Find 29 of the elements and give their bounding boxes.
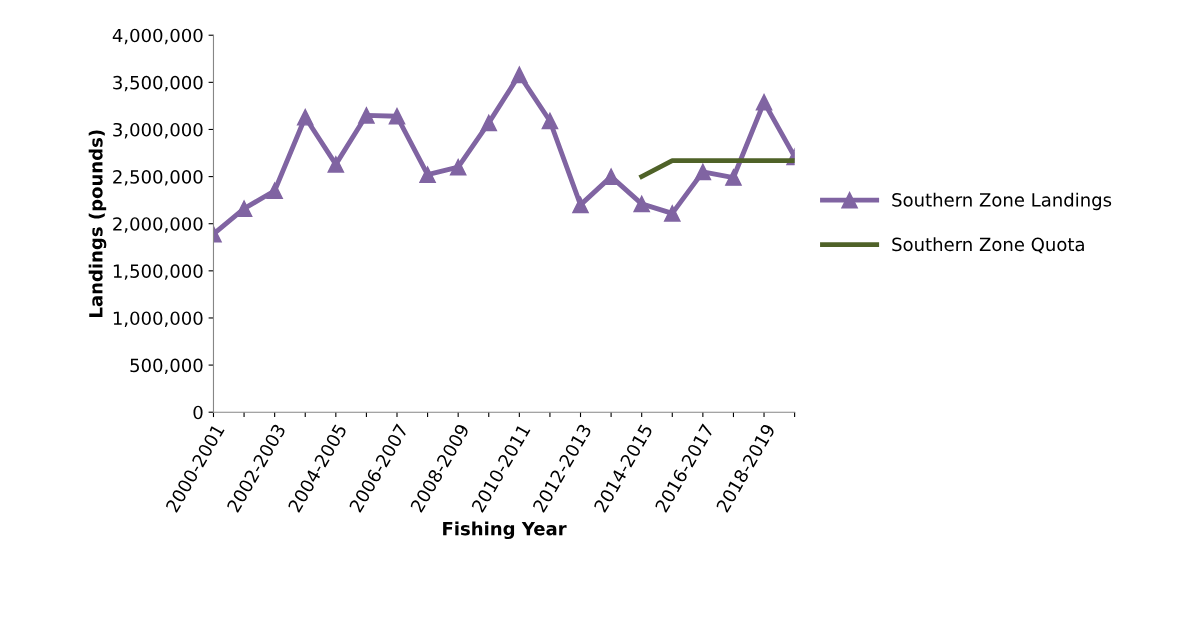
- legend-label: Southern Zone Landings: [892, 192, 1112, 211]
- point: [419, 166, 436, 184]
- y-tick-label: 1,000,000: [113, 311, 203, 327]
- point: [511, 66, 528, 84]
- y-tick-label: 0: [193, 405, 203, 420]
- point: [358, 107, 375, 124]
- point: [541, 112, 559, 130]
- point: [755, 93, 773, 111]
- y-tick-label: 2,000,000: [113, 217, 203, 233]
- y-axis-title: Landings (pounds): [88, 130, 107, 317]
- point: [663, 205, 681, 222]
- y-tick-label: 4,000,000: [112, 28, 203, 45]
- point: [725, 169, 742, 186]
- x-axis-title: Fishing Year: [443, 521, 567, 540]
- legend-label: Southern Zone Quota: [892, 237, 1084, 254]
- point: [633, 195, 651, 213]
- y-tick-label: 500,000: [130, 358, 203, 375]
- point: [327, 156, 345, 173]
- point: [480, 114, 498, 132]
- y-tick-label: 1,500,000: [113, 264, 203, 280]
- y-tick-label: 3,000,000: [113, 122, 203, 139]
- point: [694, 163, 712, 181]
- point: [266, 182, 283, 200]
- y-tick-label: 3,500,000: [113, 75, 203, 92]
- point: [296, 108, 314, 126]
- point: [572, 196, 589, 214]
- y-tick-label: 2,500,000: [113, 170, 203, 186]
- point: [449, 158, 467, 176]
- point: [388, 107, 406, 125]
